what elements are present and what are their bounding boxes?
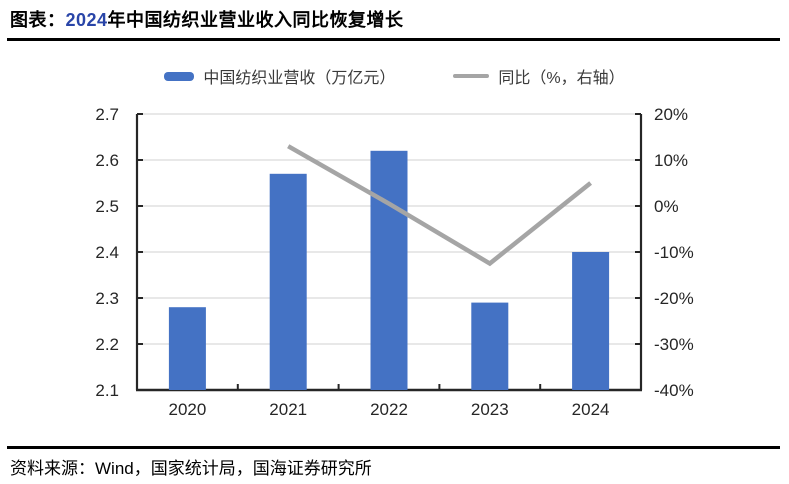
- figure-title: 图表：2024年中国纺织业营业收入同比恢复增长: [10, 6, 404, 32]
- bar-2020: [168, 307, 206, 390]
- title-divider: [7, 38, 780, 41]
- footer-divider: [7, 446, 780, 449]
- legend-item-revenue: 中国纺织业营收（万亿元）: [164, 64, 395, 88]
- figure-title-prefix: 图表：: [10, 10, 66, 30]
- right-axis-label: -30%: [654, 335, 694, 354]
- figure-title-rest: 年中国纺织业营业收入同比恢复增长: [107, 10, 404, 30]
- x-label-2021: 2021: [269, 400, 307, 419]
- bar-line-chart: 2.1 -40% 2.2 -30% 2.3 -20% 2.4 -10% 2.5 0% 2.6 10% 2…: [95, 105, 694, 419]
- x-label-2022: 2022: [370, 400, 408, 419]
- right-axis-label: 0%: [654, 197, 679, 216]
- left-axis-label: 2.5: [95, 197, 119, 216]
- chart-legend: 中国纺织业营收（万亿元） 同比（%，右轴）: [0, 64, 789, 88]
- left-axis-label: 2.4: [95, 243, 119, 262]
- x-label-2024: 2024: [572, 400, 610, 419]
- left-axis-label: 2.3: [95, 289, 119, 308]
- line-series-swatch: [453, 74, 490, 78]
- figure-title-year: 2024: [65, 10, 108, 30]
- bar-2023: [471, 302, 509, 390]
- right-axis-label: -40%: [654, 381, 694, 400]
- bar-series-label: 中国纺织业营收（万亿元）: [203, 70, 396, 87]
- left-axis-label: 2.7: [95, 105, 119, 124]
- bar-2022: [370, 150, 408, 390]
- legend-item-yoy: 同比（%，右轴）: [453, 64, 625, 88]
- bar-series-swatch: [164, 71, 195, 81]
- right-axis-label: -10%: [654, 243, 694, 262]
- x-label-2023: 2023: [471, 400, 509, 419]
- source-note: 资料来源：Wind，国家统计局，国海证券研究所: [10, 459, 372, 478]
- yoy-line: [287, 144, 593, 267]
- right-axis-label: 20%: [654, 105, 688, 124]
- right-axis-label: -20%: [654, 289, 694, 308]
- bar-2021: [269, 173, 307, 390]
- x-label-2020: 2020: [168, 400, 206, 419]
- line-series-label: 同比（%，右轴）: [498, 70, 625, 87]
- left-axis-label: 2.2: [95, 335, 119, 354]
- left-axis-label: 2.1: [95, 381, 119, 400]
- right-axis-label: 10%: [654, 151, 688, 170]
- bar-2024: [572, 252, 610, 390]
- left-axis-label: 2.6: [95, 151, 119, 170]
